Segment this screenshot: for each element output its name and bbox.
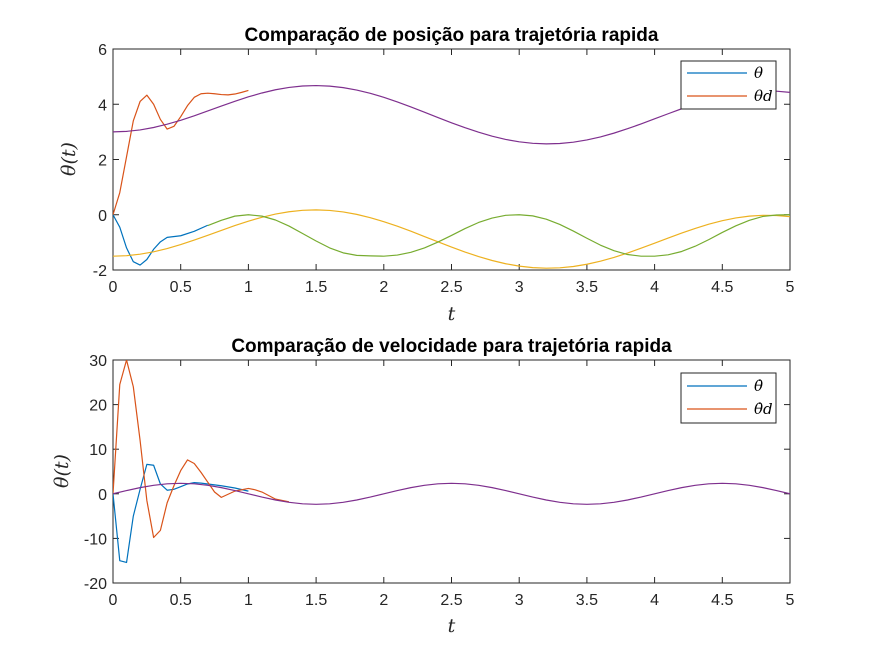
velocity-y-tick-label: 10	[89, 442, 107, 459]
velocity-series-line-0	[113, 463, 249, 564]
position-x-tick-label: 4.5	[711, 279, 733, 296]
velocity-x-tick-label: 3	[515, 592, 524, 609]
velocity-subplot: Comparação de velocidade para trajetória…	[51, 336, 795, 637]
position-lines	[113, 84, 790, 269]
velocity-chart-title: Comparação de velocidade para trajetória…	[231, 336, 672, 357]
velocity-series-line-2	[113, 482, 790, 505]
velocity-legend-label-theta-dot: θ̇	[754, 377, 763, 395]
velocity-x-tick-label: 0	[109, 592, 118, 609]
position-x-tick-label: 0	[109, 279, 118, 296]
position-y-axis-label: θ(t)	[58, 142, 80, 176]
position-x-tick-label: 5	[786, 279, 795, 296]
position-x-tick-label: 2	[379, 279, 388, 296]
velocity-y-tick-label: -20	[84, 576, 107, 593]
position-legend: θ θd	[680, 60, 777, 110]
position-x-tick-label: 0.5	[170, 279, 192, 296]
velocity-x-tick-label: 1.5	[305, 592, 327, 609]
position-y-tick-label: -2	[93, 263, 107, 280]
position-y-tick-label: 0	[98, 208, 107, 225]
velocity-x-tick-label: 4	[650, 592, 659, 609]
velocity-x-tick-label: 5	[786, 592, 795, 609]
position-chart-title: Comparação de posição para trajetória ra…	[245, 25, 659, 46]
position-legend-label-theta-d: θd	[754, 87, 773, 105]
position-series-line-3	[113, 209, 790, 269]
velocity-legend: θ̇ θ̇d	[680, 372, 777, 424]
velocity-axes-box	[112, 359, 791, 584]
position-x-tick-label: 1.5	[305, 279, 327, 296]
velocity-y-tick-label: 20	[89, 398, 107, 415]
position-axes-box	[112, 48, 791, 271]
velocity-y-tick-label: 30	[89, 353, 107, 370]
position-legend-label-theta: θ	[754, 64, 763, 82]
velocity-x-axis-label: t	[448, 615, 456, 637]
velocity-y-axis-label: θ(t)	[51, 454, 73, 488]
velocity-x-tick-label: 2.5	[440, 592, 462, 609]
velocity-x-tick-label: 3.5	[576, 592, 598, 609]
position-y-tick-label: 6	[98, 42, 107, 59]
velocity-ticks: 0 0.5 1 1.5 2 2.5 3 3.5 4 4.5 5 -20 -10 0 10 20 30	[84, 353, 795, 609]
position-y-tick-label: 2	[98, 153, 107, 170]
velocity-legend-label-theta-dot-d: θ̇d	[754, 400, 773, 418]
velocity-x-tick-label: 1	[244, 592, 253, 609]
velocity-x-tick-label: 0.5	[170, 592, 192, 609]
position-x-tick-label: 2.5	[440, 279, 462, 296]
position-x-tick-label: 3	[515, 279, 524, 296]
position-series-line-1	[113, 89, 249, 215]
position-series-line-0	[113, 214, 209, 266]
position-series-line-4	[207, 214, 790, 257]
position-subplot: Comparação de posição para trajetória ra…	[58, 25, 795, 325]
velocity-y-tick-label: -10	[84, 531, 107, 548]
velocity-y-tick-label: 0	[98, 487, 107, 504]
position-x-tick-label: 3.5	[576, 279, 598, 296]
position-y-tick-label: 4	[98, 97, 107, 114]
velocity-legend-box	[680, 372, 777, 424]
position-series-line-2	[113, 84, 790, 145]
position-x-tick-label: 1	[244, 279, 253, 296]
velocity-x-tick-label: 2	[379, 592, 388, 609]
velocity-lines	[113, 360, 790, 564]
velocity-x-tick-label: 4.5	[711, 592, 733, 609]
position-legend-box	[680, 60, 777, 110]
position-x-axis-label: t	[448, 303, 456, 325]
position-x-tick-label: 4	[650, 279, 659, 296]
velocity-series-line-1	[113, 360, 290, 539]
